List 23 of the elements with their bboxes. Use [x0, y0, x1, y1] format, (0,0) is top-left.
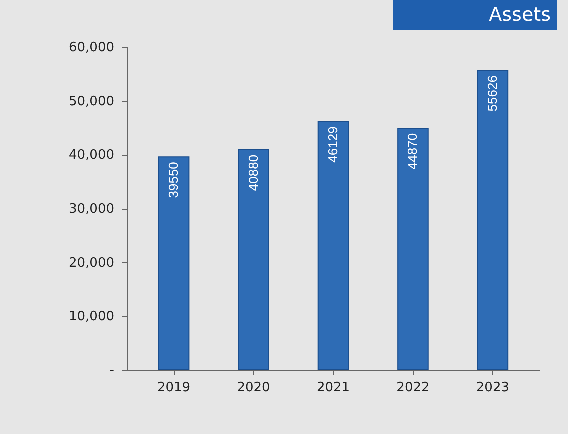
data-label: 46129 [326, 126, 340, 163]
bar [318, 121, 350, 370]
y-tick-label: 30,000 [69, 202, 114, 217]
x-tick-label: 2021 [316, 380, 350, 396]
data-label: 39550 [166, 162, 182, 198]
y-tick-label: 10,000 [69, 310, 114, 325]
x-tick-label: 2019 [157, 380, 191, 396]
bar [477, 70, 509, 370]
x-tick-label: 2022 [396, 380, 430, 396]
data-label: 40880 [246, 154, 261, 192]
chart-title: Assets [489, 4, 551, 26]
bar [398, 128, 429, 370]
x-tick-label: 2023 [476, 380, 510, 396]
y-tick-label: 20,000 [69, 256, 114, 271]
bar [238, 149, 270, 370]
x-tick-label: 2020 [237, 380, 270, 396]
data-label: 44870 [405, 133, 420, 170]
y-tick-label: 50,000 [69, 94, 114, 110]
y-tick-label: - [110, 364, 115, 378]
y-tick-label: 60,000 [69, 40, 114, 56]
bar [158, 156, 190, 370]
data-label: 55626 [484, 76, 500, 112]
y-tick-label: 40,000 [69, 148, 114, 164]
